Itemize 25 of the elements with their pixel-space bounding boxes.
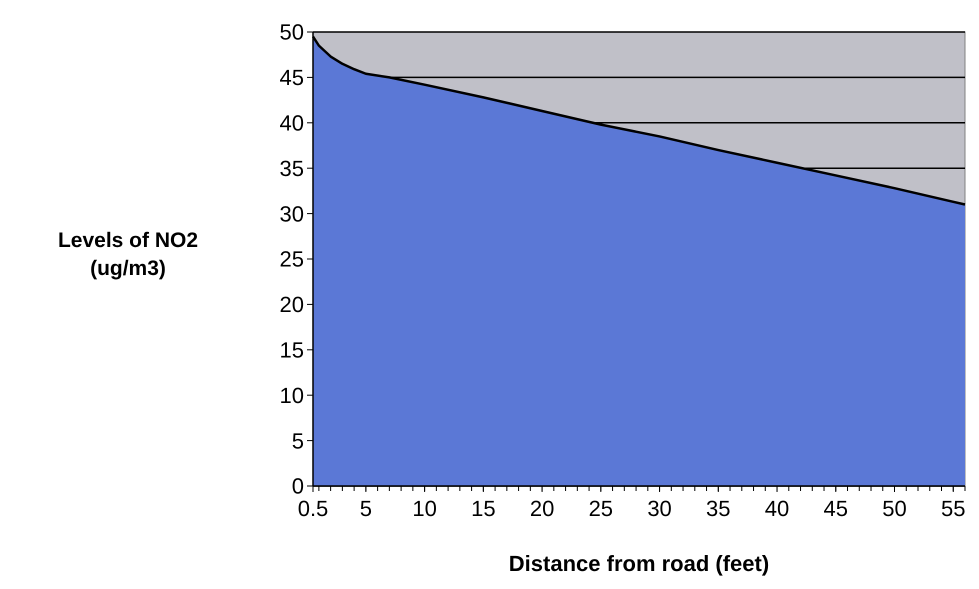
x-tick-label: 0.5 (298, 496, 328, 521)
x-tick-label: 10 (412, 496, 437, 521)
y-tick-label: 35 (280, 156, 304, 181)
y-tick-label: 30 (280, 201, 304, 226)
x-tick-label: 40 (764, 496, 790, 521)
y-tick-label: 15 (280, 338, 304, 362)
x-tick-label: 45 (824, 496, 848, 521)
y-tick-label: 40 (280, 110, 304, 136)
y-tick-label: 25 (280, 246, 304, 272)
y-tick-label: 0 (292, 474, 304, 499)
x-axis-title: Distance from road (feet) (508, 551, 770, 576)
x-tick-label: 30 (647, 496, 672, 521)
x-tick-label: 55 (941, 496, 966, 521)
y-tick-label: 45 (280, 65, 304, 90)
x-tick-label: 25 (588, 496, 614, 521)
x-tick-label: 35 (706, 496, 731, 521)
x-tick-label: 50 (882, 496, 907, 521)
y-axis-title: Levels of NO2 (ug/m3) (58, 229, 198, 280)
y-tick-label: 5 (292, 428, 304, 454)
y-tick-label: 10 (280, 382, 304, 408)
y-tick-label: 20 (280, 292, 304, 318)
x-tick-label: 15 (471, 496, 496, 521)
y-tick-label: 50 (280, 20, 304, 45)
x-tick-label: 20 (530, 496, 554, 521)
x-tick-label: 5 (360, 496, 372, 521)
